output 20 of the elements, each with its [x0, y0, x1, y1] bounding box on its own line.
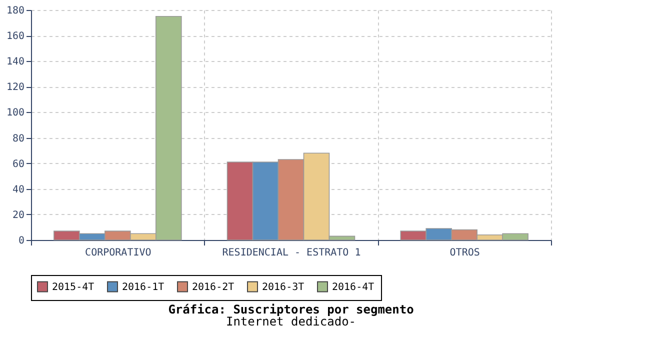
x-tick-label: OTROS [450, 248, 480, 258]
legend-label: 2016-3T [262, 282, 304, 293]
text: Internet dedicado- [226, 314, 356, 328]
y-tick-label: 0 [18, 236, 24, 246]
y-tick-label: 40 [12, 184, 24, 196]
legend-label: 2016-4T [332, 282, 374, 293]
x-tick-label: RESIDENCIAL - ESTRATO 1 [222, 248, 361, 258]
legend-label: 2016-1T [122, 282, 164, 293]
x-tick-label: CORPORATIVO [85, 248, 152, 258]
y-tick-label: 80 [12, 133, 24, 144]
y-tick-label: 20 [12, 210, 24, 221]
legend-label: 2016-2T [192, 282, 234, 293]
y-tick-label: 60 [12, 158, 24, 170]
y-tick-label: 160 [6, 31, 24, 42]
y-tick-label: 140 [6, 56, 24, 68]
text: Gráfica: Suscriptores por segmento [168, 302, 414, 316]
y-tick-label: 180 [6, 6, 24, 16]
y-tick-label: 100 [6, 108, 24, 119]
y-tick-label: 120 [6, 82, 24, 94]
legend-label: 2015-4T [52, 282, 94, 293]
